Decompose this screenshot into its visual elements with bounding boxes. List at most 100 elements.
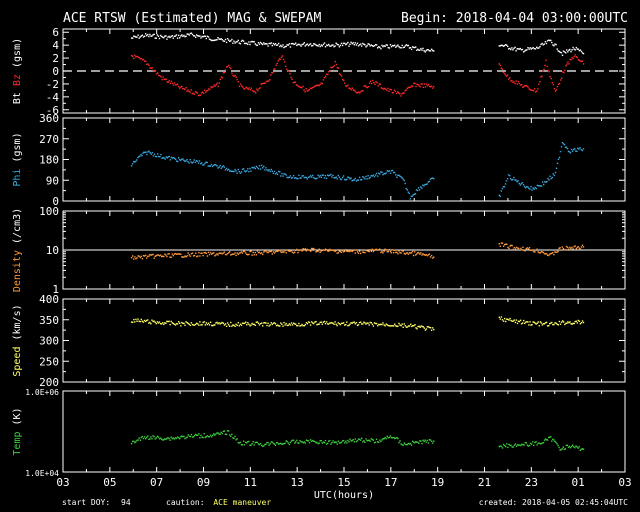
data-point-phi [199, 163, 202, 165]
data-point-phi [153, 153, 156, 155]
data-point-speed [351, 322, 353, 324]
data-point-speed [530, 324, 532, 326]
data-point-density [552, 251, 554, 254]
data-point-phi [198, 160, 201, 162]
data-point-phi [403, 179, 405, 182]
data-point-bt [153, 33, 155, 36]
data-point-temp [431, 442, 434, 444]
data-point-bt [375, 44, 378, 46]
data-point-phi [159, 156, 161, 158]
data-point-density [305, 250, 308, 252]
data-point-density [184, 255, 186, 257]
data-point-bz [505, 75, 508, 77]
data-point-bt [422, 47, 424, 50]
data-point-phi [163, 157, 165, 159]
data-point-density [259, 252, 262, 255]
data-point-density [510, 244, 512, 246]
data-point-bz [200, 92, 203, 94]
data-point-bt [352, 42, 354, 44]
start-doy-label: start DOY: [62, 498, 111, 507]
data-point-bz [576, 56, 578, 59]
data-point-bz [581, 60, 584, 62]
data-point-speed [336, 324, 338, 327]
data-point-density [142, 255, 145, 257]
data-point-temp [525, 442, 527, 444]
data-point-density [554, 251, 556, 253]
data-point-speed [198, 324, 200, 326]
data-point-speed [363, 321, 365, 323]
data-point-phi [284, 173, 286, 175]
y-tick-label-mag: -2 [46, 78, 59, 91]
data-point-bt [391, 44, 394, 47]
data-point-bz [276, 62, 278, 64]
data-point-speed [499, 318, 501, 320]
data-point-bz [293, 81, 295, 84]
data-point-density [254, 251, 256, 254]
data-point-phi [257, 168, 260, 170]
data-point-temp [208, 436, 211, 438]
data-point-density [399, 252, 401, 254]
data-point-bz [360, 90, 362, 93]
data-point-temp [268, 444, 270, 446]
data-point-speed [199, 321, 201, 323]
data-point-bz [203, 92, 205, 94]
data-point-temp [204, 436, 206, 439]
data-point-bz [550, 77, 552, 80]
data-point-phi [339, 178, 342, 180]
data-point-temp [275, 442, 278, 444]
data-point-density [315, 251, 317, 253]
data-point-density [287, 250, 289, 252]
data-point-bt [427, 49, 430, 51]
data-point-density [255, 254, 258, 256]
data-point-bz [286, 68, 288, 70]
data-point-bz [340, 75, 343, 77]
data-point-phi [420, 186, 422, 188]
data-point-temp [535, 441, 537, 443]
data-point-bt [576, 48, 578, 50]
y-tick-label-temp: 1.0E+04 [25, 469, 59, 478]
data-point-speed [384, 325, 386, 327]
data-point-bt [228, 39, 230, 41]
data-point-phi [388, 170, 391, 172]
data-point-speed [564, 323, 566, 326]
data-point-bz [394, 90, 397, 93]
data-point-bz [191, 93, 193, 95]
data-point-speed [281, 323, 283, 325]
data-point-speed [577, 319, 579, 322]
data-point-temp [153, 435, 155, 438]
data-point-bt [309, 43, 312, 45]
data-point-density [312, 248, 314, 250]
data-point-phi [189, 159, 191, 161]
data-point-bt [284, 46, 286, 48]
data-point-temp [542, 441, 545, 444]
data-point-bz [260, 83, 262, 85]
data-point-bt [403, 46, 405, 48]
data-point-bz [285, 65, 287, 67]
data-point-bt [396, 45, 398, 47]
data-point-phi [407, 191, 409, 193]
data-point-density [221, 253, 223, 255]
data-point-speed [344, 324, 346, 326]
data-point-density [324, 248, 327, 250]
data-point-temp [133, 440, 135, 443]
data-point-speed [558, 320, 561, 323]
data-point-temp [259, 442, 262, 445]
data-point-speed [223, 324, 226, 326]
data-point-speed [412, 325, 414, 327]
data-point-bt [336, 43, 338, 46]
data-point-bt [311, 45, 313, 47]
data-point-density [550, 252, 552, 255]
data-point-bt [399, 46, 401, 49]
data-point-temp [138, 437, 140, 439]
data-point-speed [159, 323, 162, 325]
data-point-bt [130, 37, 133, 39]
data-point-bt [308, 43, 311, 46]
data-point-bz [271, 72, 273, 74]
data-point-bz [148, 64, 150, 66]
data-point-speed [357, 324, 360, 326]
data-point-bt [258, 43, 261, 45]
data-point-speed [553, 323, 555, 326]
data-point-temp [198, 433, 200, 435]
data-point-speed [350, 322, 352, 324]
data-point-bz [525, 85, 527, 87]
